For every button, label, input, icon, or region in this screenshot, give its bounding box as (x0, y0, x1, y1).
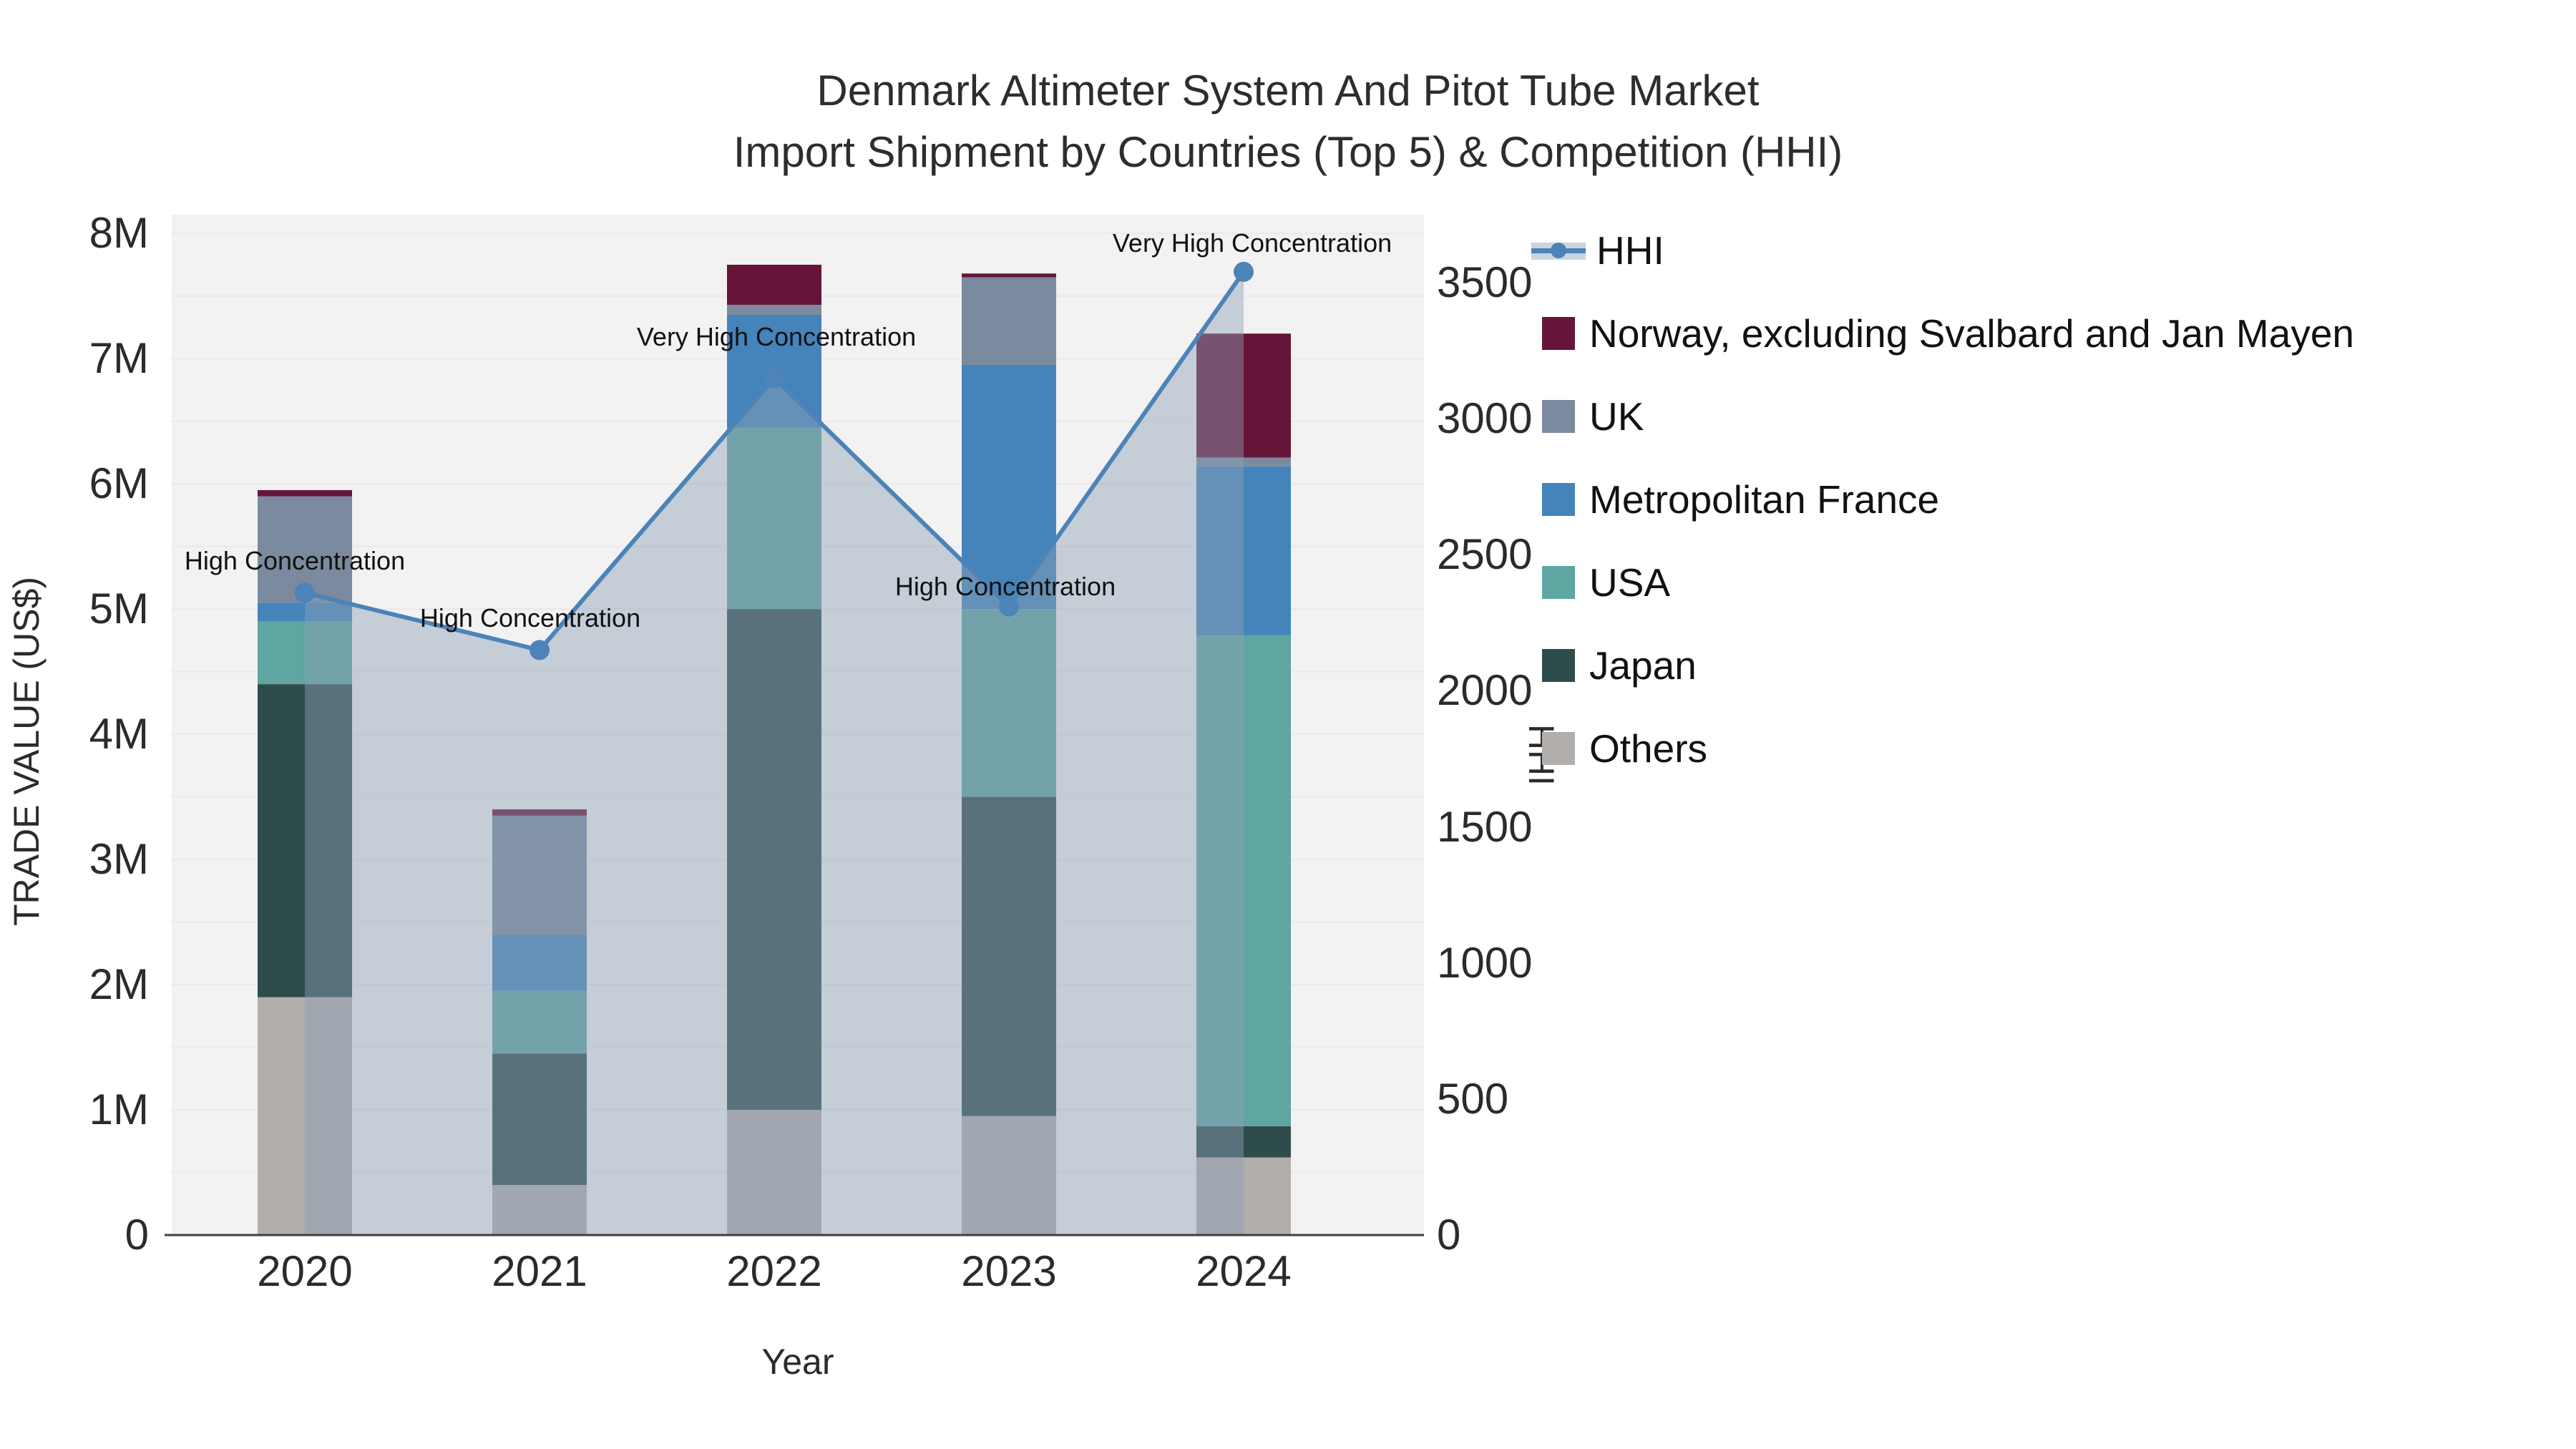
x-axis-title: Year (761, 1342, 834, 1382)
annotation-2022: Very High Concentration (636, 322, 917, 352)
bar-segment-2022-usa[interactable] (727, 427, 821, 610)
legend-item-metropolitan-france[interactable]: Metropolitan France (1531, 458, 2354, 541)
bar-segment-2021-japan[interactable] (492, 1053, 587, 1186)
bar-segment-2020-others[interactable] (258, 997, 352, 1235)
hhi-marker-2022[interactable] (764, 368, 784, 389)
bar-segment-2021-metropolitan-france[interactable] (492, 935, 587, 991)
hhi-line-swatch-icon (1531, 240, 1586, 261)
hhi-marker-2020[interactable] (295, 582, 315, 603)
bar-segment-2020-norway-excluding-svalbard-and-jan-mayen[interactable] (258, 489, 352, 497)
y-left-axis-title: TRADE VALUE (US$) (6, 576, 47, 927)
bar-segment-2024-metropolitan-france[interactable] (1196, 466, 1291, 635)
y-right-tick-3500: 3500 (1437, 258, 1533, 307)
bar-segment-2024-usa[interactable] (1196, 635, 1291, 1126)
y-right-tick-1500: 1500 (1437, 802, 1533, 851)
legend-swatch-others-icon (1542, 732, 1575, 765)
hhi-swatch-dot (1551, 243, 1566, 258)
annotation-2021: High Concentration (419, 603, 641, 633)
bar-segment-2024-others[interactable] (1196, 1157, 1291, 1235)
legend-label: Norway, excluding Svalbard and Jan Mayen (1589, 311, 2355, 356)
y-left-tick-4M: 4M (89, 710, 149, 758)
bar-segment-2021-uk[interactable] (492, 815, 587, 935)
bar-segment-2024-norway-excluding-svalbard-and-jan-mayen[interactable] (1196, 333, 1291, 458)
bar-segment-2023-norway-excluding-svalbard-and-jan-mayen[interactable] (962, 273, 1056, 278)
bar-segment-2020-metropolitan-france[interactable] (258, 602, 352, 622)
bar-segment-2022-uk[interactable] (727, 304, 821, 315)
legend-item-others[interactable]: Others (1531, 707, 2354, 790)
y-right-tick-0: 0 (1437, 1211, 1461, 1259)
legend-label: UK (1589, 394, 1644, 439)
chart-title-line-1: Denmark Altimeter System And Pitot Tube … (816, 67, 1760, 114)
bar-segment-2023-uk[interactable] (962, 277, 1056, 365)
x-tick-2020: 2020 (257, 1247, 353, 1295)
bar-segment-2020-japan[interactable] (258, 684, 352, 997)
y-left-tick-0: 0 (125, 1211, 149, 1259)
y-left-tick-5M: 5M (89, 585, 149, 633)
bar-segment-2024-uk[interactable] (1196, 457, 1291, 467)
legend-swatch-japan-icon (1542, 649, 1575, 682)
hhi-marker-2023[interactable] (999, 596, 1019, 617)
y-right-tick-1000: 1000 (1437, 938, 1533, 987)
legend-swatch-usa-icon (1542, 566, 1575, 599)
y-right-tick-3000: 3000 (1437, 394, 1533, 443)
y-left-tick-2M: 2M (89, 960, 149, 1009)
hhi-area-fill (305, 271, 1244, 1236)
legend-item-norway-excluding-svalbard-and-jan-mayen[interactable]: Norway, excluding Svalbard and Jan Mayen (1531, 292, 2354, 375)
y-right-tick-2000: 2000 (1437, 666, 1533, 715)
bar-segment-2023-metropolitan-france[interactable] (962, 364, 1056, 610)
bar-segment-2023-others[interactable] (962, 1116, 1056, 1235)
legend: HHI Norway, excluding Svalbard and Jan Ma… (1531, 209, 2354, 790)
legend-label: HHI (1596, 228, 1664, 273)
y-left-tick-7M: 7M (89, 334, 149, 383)
hhi-marker-2021[interactable] (530, 640, 550, 660)
annotation-2023: High Concentration (894, 571, 1116, 601)
y-left-tick-3M: 3M (89, 835, 149, 884)
y-left-tick-6M: 6M (89, 459, 149, 508)
y-right-tick-2500: 2500 (1437, 530, 1533, 579)
legend-item-usa[interactable]: USA (1531, 541, 2354, 624)
bar-segment-2021-norway-excluding-svalbard-and-jan-mayen[interactable] (492, 809, 587, 816)
legend-swatch-metropolitan-france-icon (1542, 483, 1575, 516)
x-tick-2023: 2023 (961, 1247, 1057, 1295)
legend-item-hhi[interactable]: HHI (1531, 209, 2354, 292)
bar-segment-2022-others[interactable] (727, 1110, 821, 1235)
bar-segment-2020-usa[interactable] (258, 621, 352, 685)
y-left-tick-8M: 8M (89, 209, 149, 258)
legend-label: Japan (1589, 643, 1697, 688)
x-tick-2022: 2022 (726, 1247, 822, 1295)
legend-label: USA (1589, 560, 1671, 605)
legend-item-uk[interactable]: UK (1531, 375, 2354, 458)
chart-title-line-2: Import Shipment by Countries (Top 5) & C… (733, 128, 1843, 176)
y-left-tick-1M: 1M (89, 1085, 149, 1134)
bar-segment-2024-japan[interactable] (1196, 1126, 1291, 1158)
annotation-2024: Very High Concentration (1112, 228, 1392, 258)
bar-segment-2023-usa[interactable] (962, 609, 1056, 797)
bar-segment-2021-others[interactable] (492, 1185, 587, 1235)
bar-segment-2022-norway-excluding-svalbard-and-jan-mayen[interactable] (727, 264, 821, 305)
x-tick-2021: 2021 (492, 1247, 587, 1295)
x-tick-2024: 2024 (1196, 1247, 1292, 1295)
legend-swatch-uk-icon (1542, 400, 1575, 433)
bar-segment-2021-usa[interactable] (492, 990, 587, 1054)
bar-segment-2022-japan[interactable] (727, 609, 821, 1111)
legend-item-japan[interactable]: Japan (1531, 624, 2354, 707)
hhi-marker-2024[interactable] (1234, 261, 1254, 282)
annotation-2020: High Concentration (184, 545, 406, 575)
y-right-tick-500: 500 (1437, 1074, 1509, 1123)
legend-label: Metropolitan France (1589, 477, 1940, 522)
legend-label: Others (1589, 726, 1708, 771)
bar-segment-2023-japan[interactable] (962, 796, 1056, 1116)
legend-swatch-norway-excluding-svalbard-and-jan-mayen-icon (1542, 317, 1575, 350)
